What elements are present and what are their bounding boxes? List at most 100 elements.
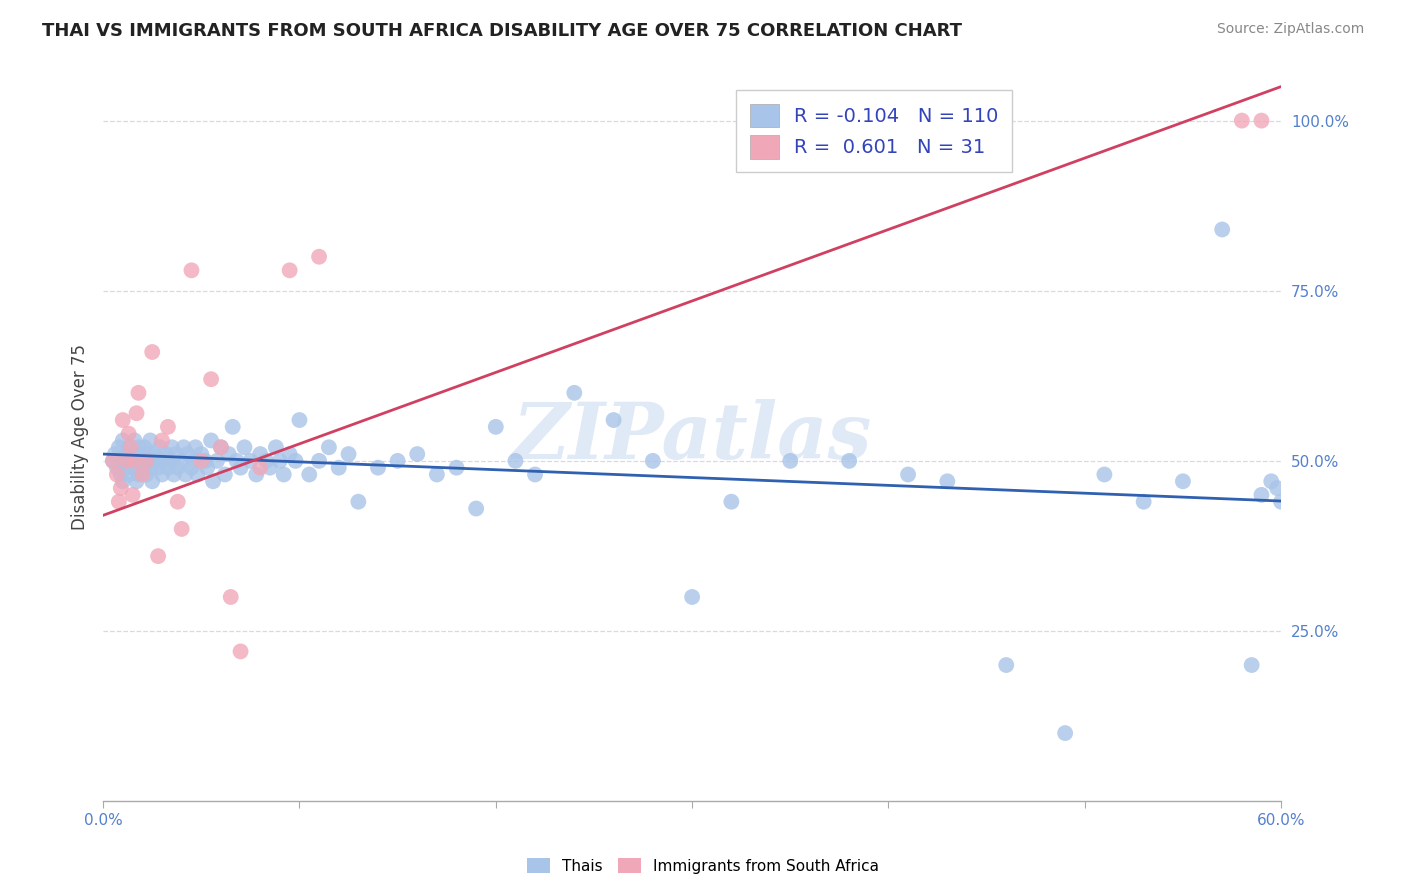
Point (166, 494, 188, 508)
Point (165, 447, 187, 461)
Point (229, 644, 252, 658)
Point (524, 467, 547, 482)
Point (1230, 113, 1253, 128)
Point (367, 460, 389, 475)
Point (101, 454, 124, 468)
Point (1270, 494, 1292, 508)
Point (218, 447, 240, 461)
Text: Source: ZipAtlas.com: Source: ZipAtlas.com (1216, 22, 1364, 37)
Point (121, 488, 143, 502)
Point (180, 460, 202, 475)
Point (124, 454, 146, 468)
Point (131, 454, 153, 468)
Point (406, 447, 429, 461)
Point (180, 263, 202, 277)
Point (118, 426, 141, 441)
Point (110, 481, 132, 495)
Point (259, 460, 281, 475)
Point (995, 658, 1018, 673)
Point (641, 454, 664, 468)
Point (139, 434, 162, 448)
Point (1265, 481, 1288, 495)
Point (200, 434, 222, 448)
Point (254, 454, 277, 468)
Point (104, 447, 127, 461)
Point (141, 345, 163, 359)
Point (120, 454, 142, 468)
Point (1240, 658, 1263, 673)
Point (186, 467, 208, 482)
Point (143, 447, 166, 461)
Point (681, 590, 703, 604)
Point (127, 440, 149, 454)
Point (149, 440, 172, 454)
Point (118, 440, 141, 454)
Point (222, 420, 245, 434)
Point (308, 250, 330, 264)
Point (219, 590, 242, 604)
Point (337, 447, 360, 461)
Point (129, 447, 152, 461)
Point (278, 263, 301, 277)
Point (209, 440, 232, 454)
Point (146, 460, 169, 475)
Point (190, 447, 212, 461)
Point (505, 454, 527, 468)
Point (264, 440, 287, 454)
Point (155, 447, 177, 461)
Point (105, 467, 128, 482)
Point (115, 454, 138, 468)
Point (897, 467, 920, 482)
Text: ZIPatlas: ZIPatlas (512, 399, 872, 475)
Point (174, 467, 197, 482)
Point (115, 447, 138, 461)
Point (278, 447, 301, 461)
Point (229, 460, 252, 475)
Point (101, 454, 124, 468)
Point (190, 454, 212, 468)
Point (111, 413, 134, 427)
Point (387, 454, 409, 468)
Legend: Thais, Immigrants from South Africa: Thais, Immigrants from South Africa (520, 852, 886, 880)
Point (308, 454, 330, 468)
Point (135, 454, 157, 468)
Point (562, 385, 585, 400)
Point (121, 447, 143, 461)
Point (298, 467, 321, 482)
Point (1250, 488, 1272, 502)
Point (135, 447, 157, 461)
Point (273, 467, 295, 482)
Point (269, 454, 291, 468)
Point (115, 460, 138, 475)
Point (1211, 222, 1233, 236)
Legend: R = -0.104   N = 110, R =  0.601   N = 31: R = -0.104 N = 110, R = 0.601 N = 31 (735, 90, 1012, 172)
Point (166, 460, 188, 475)
Point (1260, 475, 1282, 489)
Point (602, 413, 624, 427)
Point (194, 454, 217, 468)
Point (121, 460, 143, 475)
Point (446, 460, 468, 475)
Point (153, 454, 176, 468)
Point (127, 385, 149, 400)
Point (239, 454, 262, 468)
Point (225, 454, 247, 468)
Point (125, 454, 148, 468)
Point (249, 460, 271, 475)
Point (146, 549, 169, 563)
Point (195, 460, 218, 475)
Point (200, 372, 222, 386)
Point (288, 413, 311, 427)
Point (150, 434, 173, 448)
Point (465, 501, 488, 516)
Point (156, 420, 179, 434)
Point (1171, 475, 1194, 489)
Point (233, 440, 256, 454)
Point (205, 454, 228, 468)
Point (318, 440, 340, 454)
Point (125, 406, 148, 420)
Point (170, 522, 193, 536)
Point (485, 420, 508, 434)
Point (124, 434, 146, 448)
Point (328, 460, 350, 475)
